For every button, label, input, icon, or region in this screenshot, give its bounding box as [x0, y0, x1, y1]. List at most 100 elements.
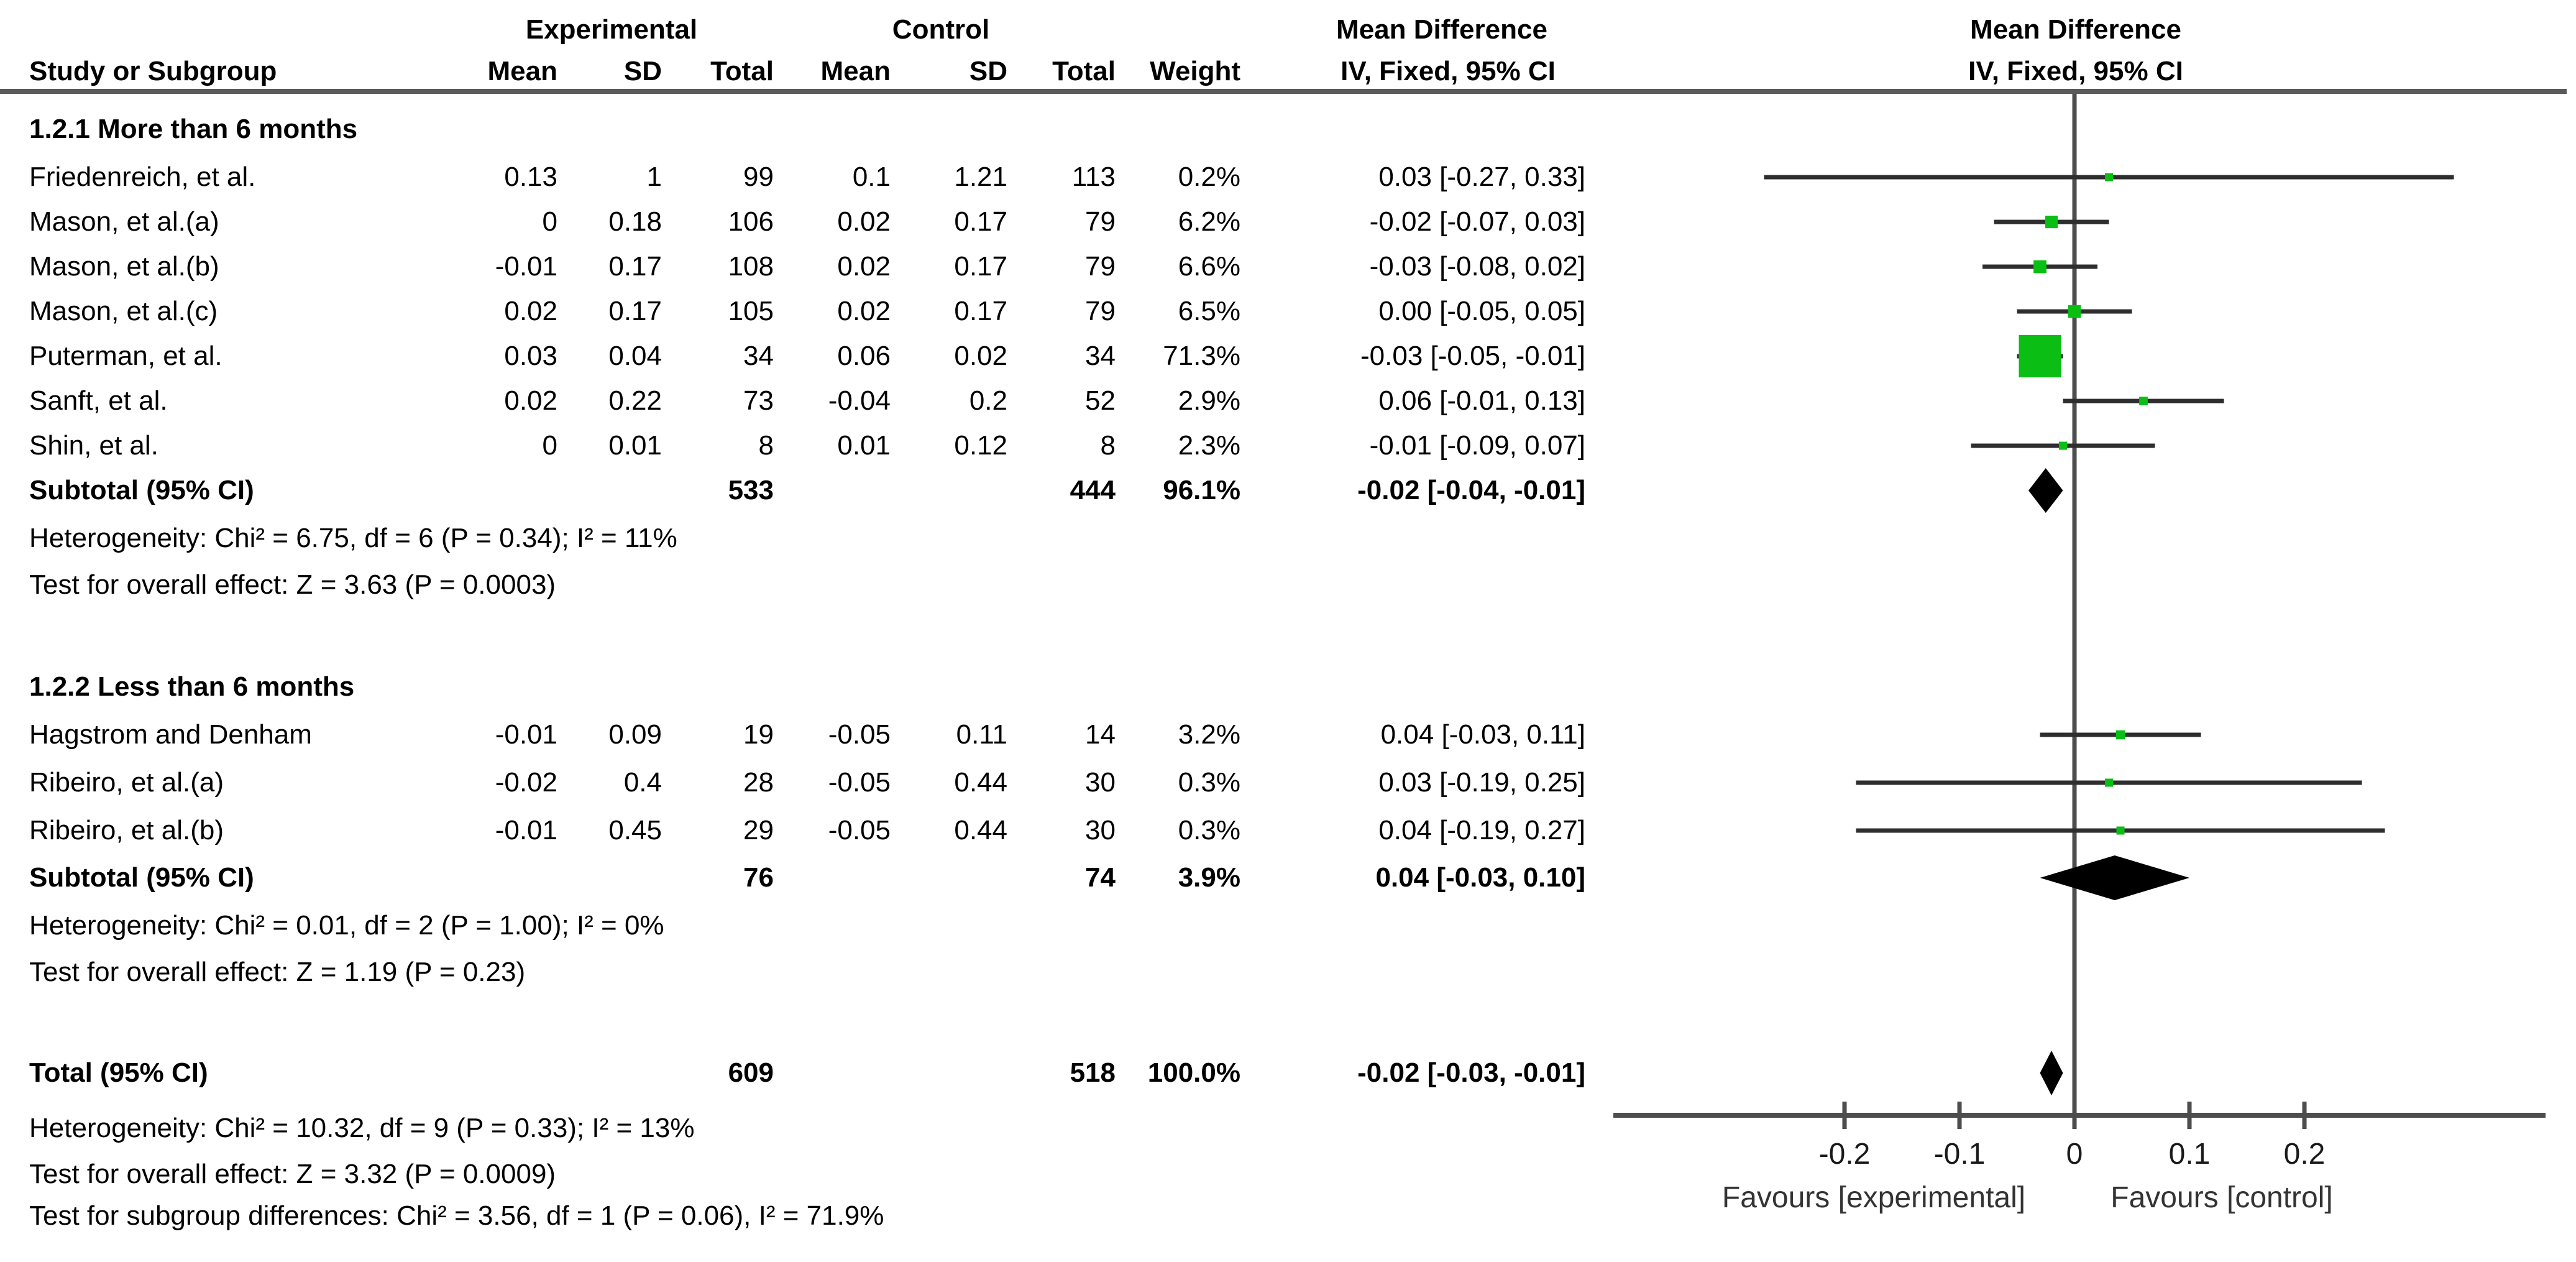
effect-marker: [2115, 730, 2125, 740]
x-tick-label: -0.1: [1934, 1138, 1986, 1171]
cell-total-ctl: 34: [1085, 341, 1116, 371]
subtotal-label: Subtotal (95% CI): [29, 475, 254, 505]
cell-weight: 71.3%: [1163, 341, 1240, 371]
cell-total-ctl: 74: [1085, 862, 1116, 893]
cell-total-exp: 609: [728, 1057, 774, 1088]
cell-mean-ctl: -0.04: [828, 385, 891, 416]
cell-md-ci: 0.03 [-0.27, 0.33]: [1378, 162, 1585, 192]
cell-total-exp: 28: [743, 767, 774, 798]
effect-marker: [2045, 215, 2058, 229]
cell-weight: 6.2%: [1178, 206, 1240, 237]
header-weight: Weight: [1150, 56, 1240, 86]
study-name: Ribeiro, et al.(a): [29, 767, 224, 798]
total-label: Total (95% CI): [29, 1057, 208, 1088]
cell-mean-exp: -0.01: [495, 251, 557, 282]
cell-mean-exp: 0: [542, 430, 557, 461]
cell-md-ci: 0.04 [-0.03, 0.10]: [1375, 862, 1585, 893]
cell-mean-ctl: -0.05: [828, 767, 891, 798]
cell-weight: 0.3%: [1178, 767, 1240, 798]
cell-mean-ctl: 0.01: [837, 430, 891, 461]
cell-weight: 0.3%: [1178, 815, 1240, 845]
study-name: Puterman, et al.: [29, 341, 222, 371]
header-mean-difference-text: Mean Difference: [1336, 14, 1547, 45]
cell-md-ci: -0.02 [-0.03, -0.01]: [1357, 1057, 1585, 1088]
subtotal-diamond: [2040, 855, 2189, 900]
subtotal-diamond: [2028, 468, 2063, 513]
header-study-or-subgroup: Study or Subgroup: [29, 56, 277, 86]
effect-marker: [2139, 397, 2148, 405]
cell-total-ctl: 79: [1085, 296, 1116, 326]
study-name: Mason, et al.(a): [29, 206, 219, 237]
overall-effect-line: Test for overall effect: Z = 3.63 (P = 0…: [29, 569, 556, 600]
study-name: Friedenreich, et al.: [29, 162, 256, 192]
x-tick-label: -0.2: [1819, 1138, 1871, 1171]
cell-total-ctl: 444: [1070, 475, 1116, 505]
cell-md-ci: -0.02 [-0.04, -0.01]: [1357, 475, 1585, 505]
cell-sd-exp: 0.04: [608, 341, 662, 371]
header-mean-difference-plot: Mean Difference: [1970, 14, 2181, 45]
cell-total-ctl: 79: [1085, 251, 1116, 282]
cell-total-exp: 533: [728, 475, 774, 505]
favours-experimental-label: Favours [experimental]: [1722, 1181, 2025, 1214]
cell-total-exp: 29: [743, 815, 774, 845]
cell-weight: 6.6%: [1178, 251, 1240, 282]
cell-weight: 2.9%: [1178, 385, 1240, 416]
cell-md-ci: 0.00 [-0.05, 0.05]: [1378, 296, 1585, 326]
heterogeneity-line: Heterogeneity: Chi² = 0.01, df = 2 (P = …: [29, 910, 664, 941]
effect-marker: [2059, 441, 2067, 450]
cell-total-exp: 76: [743, 862, 774, 893]
cell-sd-ctl: 0.02: [954, 341, 1007, 371]
cell-sd-exp: 0.22: [608, 385, 662, 416]
header-sd-ctl: SD: [969, 56, 1007, 86]
cell-mean-exp: 0.03: [504, 341, 557, 371]
cell-mean-ctl: -0.05: [828, 719, 891, 750]
cell-sd-exp: 0.4: [623, 767, 662, 798]
effect-marker: [2019, 335, 2061, 377]
overall-effect-line: Test for overall effect: Z = 1.19 (P = 0…: [29, 957, 526, 987]
favours-control-label: Favours [control]: [2111, 1181, 2332, 1214]
cell-md-ci: -0.01 [-0.09, 0.07]: [1369, 430, 1585, 461]
cell-total-exp: 73: [743, 385, 774, 416]
cell-mean-exp: 0.13: [504, 162, 557, 192]
cell-total-ctl: 113: [1071, 162, 1116, 192]
x-tick-label: 0.1: [2169, 1138, 2211, 1171]
effect-marker: [2116, 826, 2125, 835]
subtotal-label: Subtotal (95% CI): [29, 862, 254, 893]
cell-sd-ctl: 0.44: [954, 815, 1007, 845]
header-mean-exp: Mean: [487, 56, 557, 86]
header-control: Control: [892, 14, 990, 45]
cell-mean-exp: 0.02: [504, 385, 557, 416]
cell-total-ctl: 30: [1085, 767, 1116, 798]
cell-total-exp: 106: [728, 206, 774, 237]
cell-sd-ctl: 0.12: [954, 430, 1007, 461]
header-iv-fixed-ci-plot: IV, Fixed, 95% CI: [1968, 56, 2183, 86]
header-mean-ctl: Mean: [820, 56, 891, 86]
cell-mean-ctl: 0.1: [852, 162, 891, 192]
cell-total-ctl: 14: [1085, 719, 1116, 750]
cell-weight: 0.2%: [1178, 162, 1240, 192]
cell-md-ci: 0.03 [-0.19, 0.25]: [1378, 767, 1585, 798]
cell-weight: 6.5%: [1178, 296, 1240, 326]
cell-sd-exp: 0.18: [608, 206, 662, 237]
cell-total-exp: 8: [758, 430, 774, 461]
cell-mean-ctl: -0.05: [828, 815, 891, 845]
subgroup-differences-line: Test for subgroup differences: Chi² = 3.…: [29, 1200, 884, 1231]
cell-sd-ctl: 0.44: [954, 767, 1007, 798]
study-name: Mason, et al.(c): [29, 296, 218, 326]
study-name: Ribeiro, et al.(b): [29, 815, 224, 845]
cell-sd-exp: 0.17: [608, 296, 662, 326]
cell-sd-exp: 0.09: [608, 719, 662, 750]
cell-total-exp: 34: [743, 341, 774, 371]
study-name: Shin, et al.: [29, 430, 158, 461]
effect-marker: [2105, 778, 2113, 787]
cell-weight: 3.2%: [1178, 719, 1240, 750]
cell-mean-exp: -0.01: [495, 719, 557, 750]
cell-mean-exp: -0.02: [495, 767, 557, 798]
header-experimental: Experimental: [525, 14, 698, 45]
header-total-exp: Total: [710, 56, 774, 86]
study-name: Mason, et al.(b): [29, 251, 219, 282]
cell-md-ci: -0.03 [-0.08, 0.02]: [1369, 251, 1585, 282]
cell-md-ci: -0.02 [-0.07, 0.03]: [1369, 206, 1585, 237]
cell-sd-ctl: 0.11: [956, 719, 1007, 750]
